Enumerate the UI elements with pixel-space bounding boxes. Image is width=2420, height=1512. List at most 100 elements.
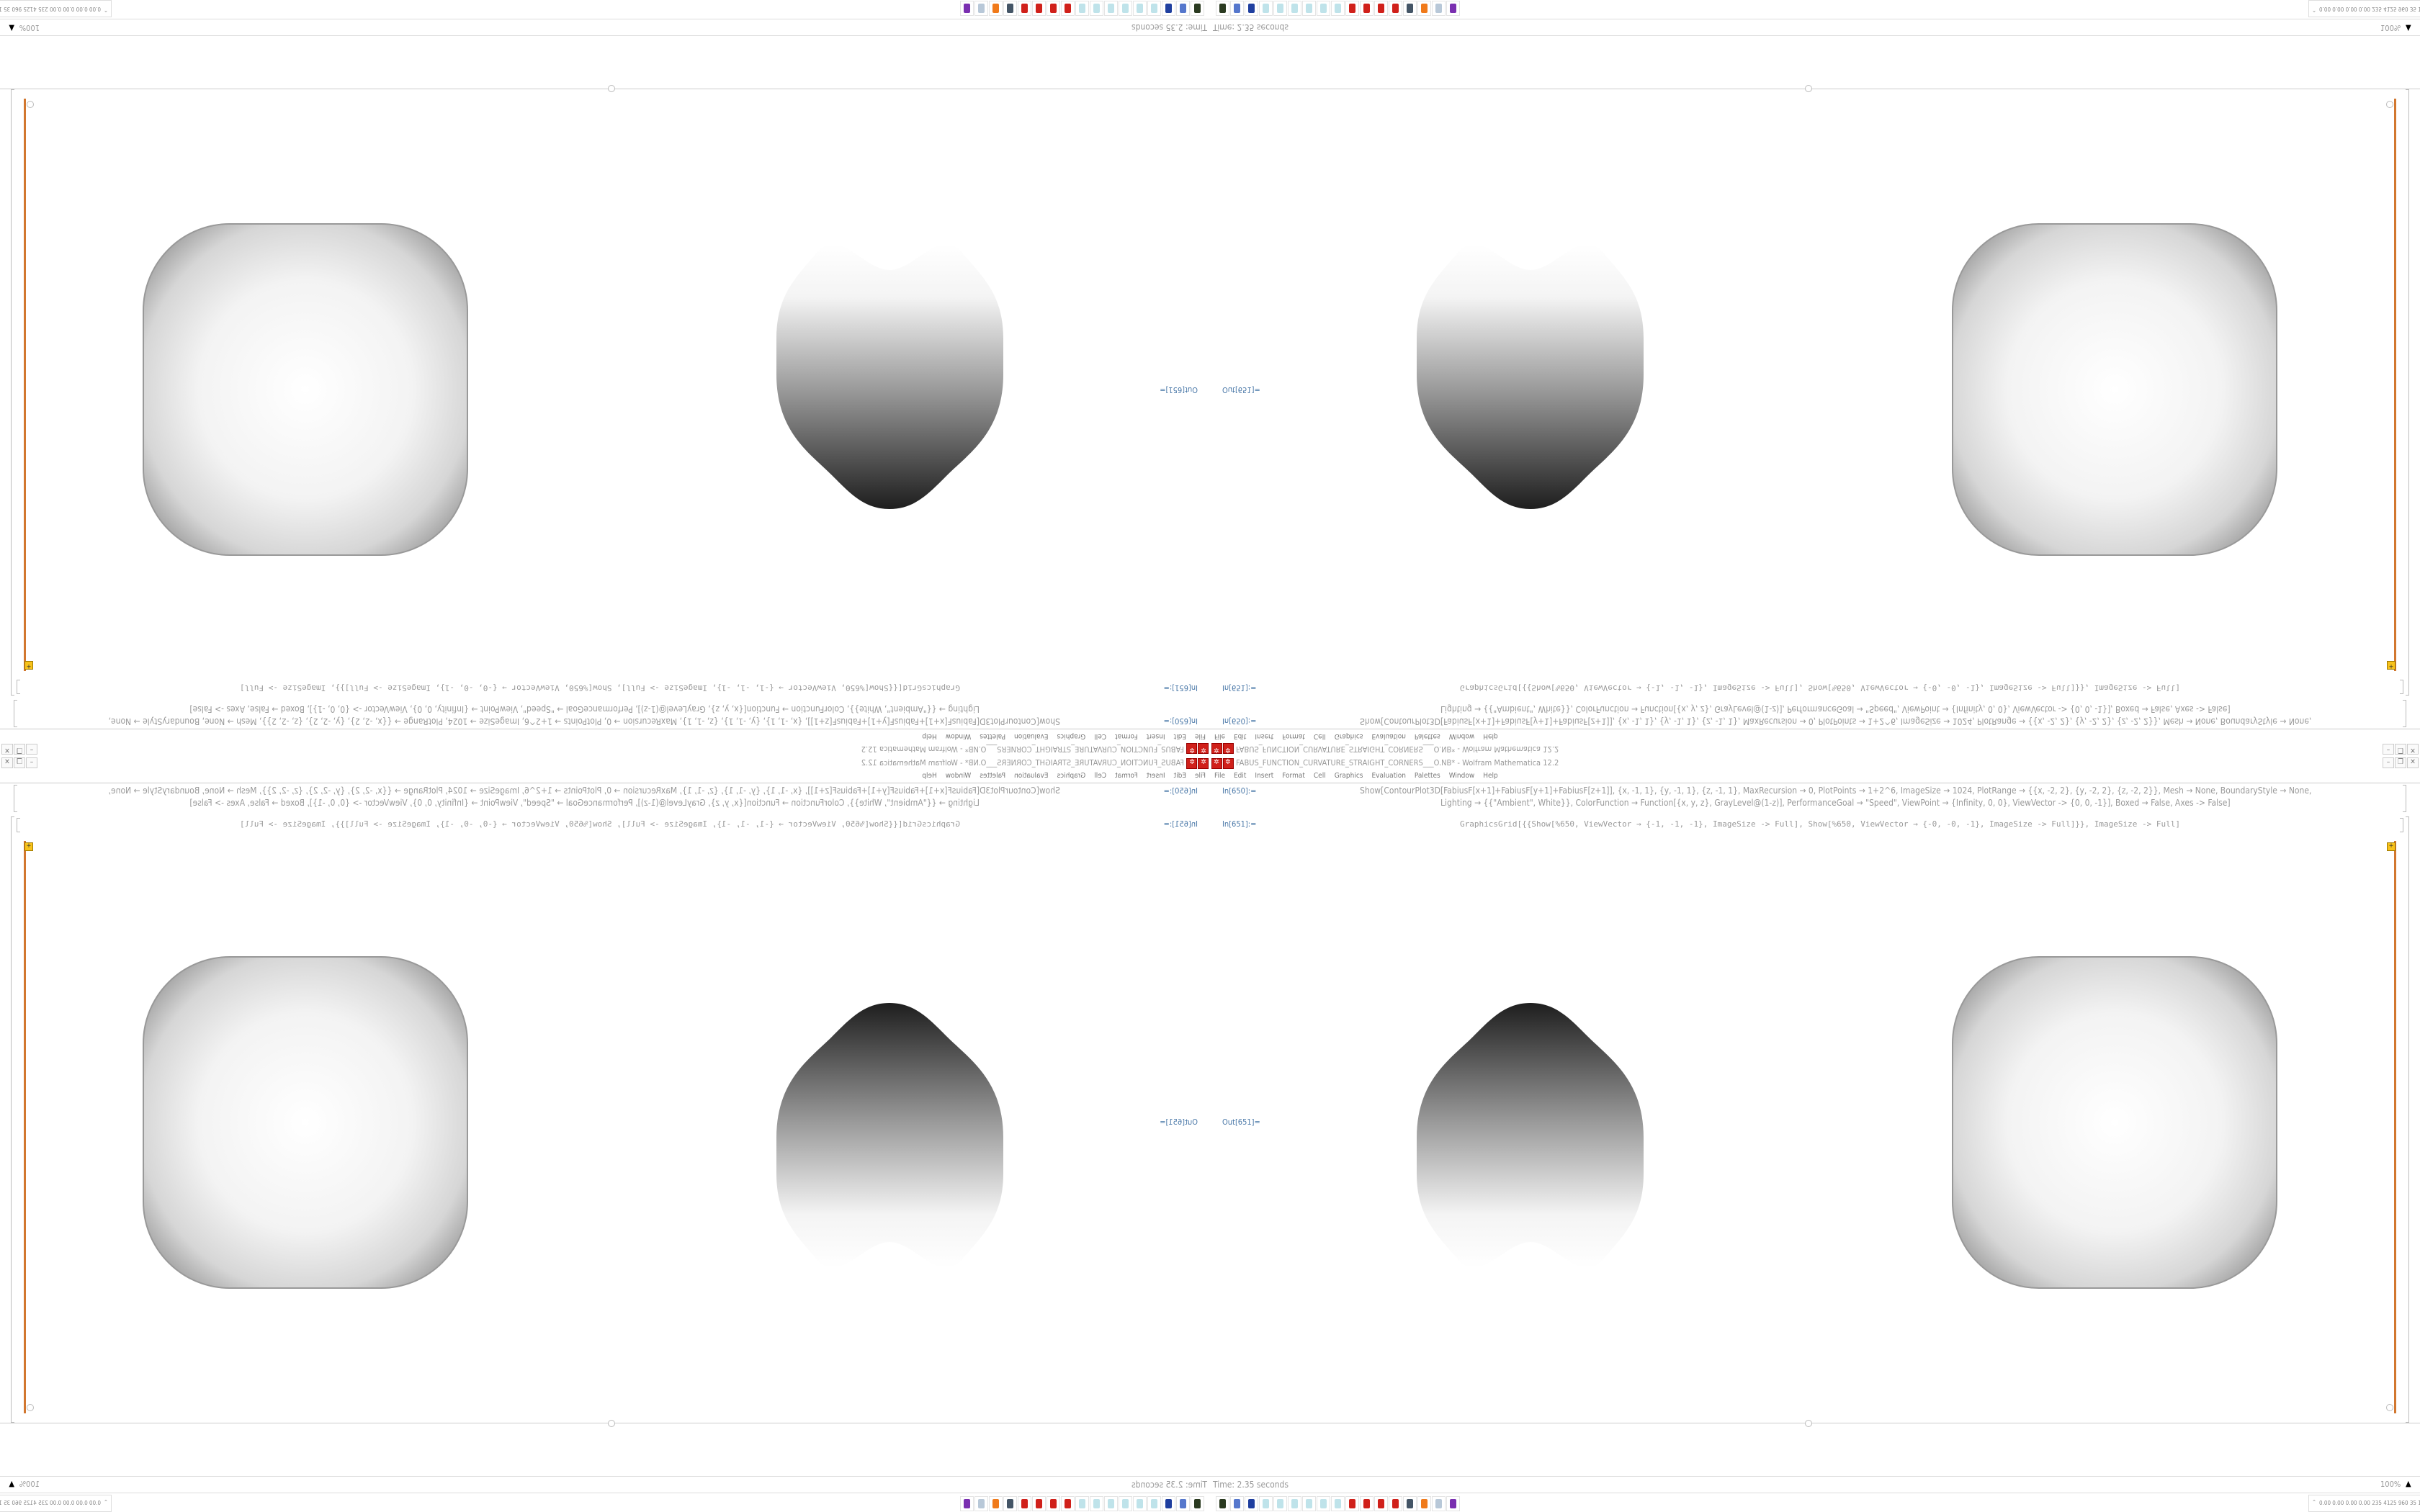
menu-file[interactable]: File xyxy=(1195,732,1206,740)
close-button[interactable]: ✕ xyxy=(2407,757,2419,768)
menu-insert[interactable]: Insert xyxy=(1255,732,1274,740)
scroll-icon[interactable] xyxy=(974,1496,988,1511)
zoom-level[interactable]: 100% xyxy=(19,23,40,32)
menu-cell[interactable]: Cell xyxy=(1313,772,1326,780)
notepad-icon[interactable] xyxy=(1090,1496,1103,1511)
purple-app-icon[interactable] xyxy=(960,1,974,16)
notepad-icon[interactable] xyxy=(1104,1496,1118,1511)
notepad-icon[interactable] xyxy=(1259,1496,1273,1511)
scroll-icon[interactable] xyxy=(1432,1,1446,16)
monitor-icon[interactable] xyxy=(1230,1,1244,16)
menu-palettes[interactable]: Palettes xyxy=(1414,732,1440,740)
mathematica-icon[interactable] xyxy=(1360,1496,1373,1511)
purple-app-icon[interactable] xyxy=(1446,1,1460,16)
menu-graphics[interactable]: Graphics xyxy=(1334,732,1363,740)
input-code-line[interactable]: Show[ContourPlot3D[FabiusF[x+1]+FabiusF[… xyxy=(108,786,1060,796)
minimize-button[interactable]: – xyxy=(26,757,37,768)
input-code-line[interactable]: Show[ContourPlot3D[FabiusF[x+1]+FabiusF[… xyxy=(1360,716,2312,726)
notepad-icon[interactable] xyxy=(1273,1496,1287,1511)
input-code-line[interactable]: Show[ContourPlot3D[FabiusF[x+1]+FabiusF[… xyxy=(108,716,1060,726)
mathematica-icon[interactable] xyxy=(1047,1,1060,16)
output-cell-bracket[interactable] xyxy=(2394,99,2396,671)
floppy-icon[interactable] xyxy=(1162,1496,1175,1511)
output-cell-bracket[interactable] xyxy=(24,841,26,1413)
menu-help[interactable]: Help xyxy=(1483,732,1498,740)
firefox-icon[interactable] xyxy=(989,1,1003,16)
notepad-icon[interactable] xyxy=(1317,1,1330,16)
monitor-icon[interactable] xyxy=(1176,1,1190,16)
menu-window[interactable]: Window xyxy=(1448,732,1475,740)
menu-help[interactable]: Help xyxy=(922,732,937,740)
cell-bracket[interactable] xyxy=(2400,818,2403,832)
mathematica-icon[interactable] xyxy=(1032,1,1046,16)
resize-handle[interactable] xyxy=(27,101,34,108)
notepad-icon[interactable] xyxy=(1075,1496,1089,1511)
expand-tray-icon[interactable]: ⌃ xyxy=(2312,6,2317,13)
network-icon[interactable] xyxy=(1003,1,1017,16)
menu-edit[interactable]: Edit xyxy=(1173,772,1186,780)
cell-bracket[interactable] xyxy=(2403,700,2406,727)
menu-cell[interactable]: Cell xyxy=(1094,732,1107,740)
terminal-icon[interactable] xyxy=(1216,1,1229,16)
minimize-button[interactable]: – xyxy=(2383,744,2394,755)
mathematica-icon[interactable] xyxy=(1374,1,1388,16)
notepad-icon[interactable] xyxy=(1147,1,1161,16)
mathematica-icon[interactable] xyxy=(1374,1496,1388,1511)
graphics-output[interactable] xyxy=(1210,835,2391,1426)
scroll-icon[interactable] xyxy=(974,1,988,16)
menu-format[interactable]: Format xyxy=(1115,772,1138,780)
notepad-icon[interactable] xyxy=(1331,1496,1345,1511)
menu-graphics[interactable]: Graphics xyxy=(1334,772,1363,780)
cell-insertion-point[interactable] xyxy=(608,1420,615,1427)
notepad-icon[interactable] xyxy=(1147,1496,1161,1511)
resize-handle[interactable] xyxy=(2386,101,2393,108)
input-code-line[interactable]: Lighting → {{"Ambient", White}}, ColorFu… xyxy=(189,704,980,714)
menu-cell[interactable]: Cell xyxy=(1094,772,1107,780)
expand-tray-icon[interactable]: ⌃ xyxy=(103,6,108,13)
menu-edit[interactable]: Edit xyxy=(1234,772,1247,780)
notepad-icon[interactable] xyxy=(1331,1,1345,16)
zoom-menu-arrow-icon[interactable]: ▲ xyxy=(2406,1479,2411,1488)
menu-palettes[interactable]: Palettes xyxy=(980,732,1006,740)
scroll-icon[interactable] xyxy=(1432,1496,1446,1511)
purple-app-icon[interactable] xyxy=(1446,1496,1460,1511)
group-bracket[interactable] xyxy=(11,89,14,696)
menu-insert[interactable]: Insert xyxy=(1146,772,1165,780)
notepad-icon[interactable] xyxy=(1259,1,1273,16)
firefox-icon[interactable] xyxy=(1417,1,1431,16)
expand-tray-icon[interactable]: ⌃ xyxy=(2312,1499,2317,1506)
input-code-line[interactable]: Show[ContourPlot3D[FabiusF[x+1]+FabiusF[… xyxy=(1360,786,2312,796)
network-icon[interactable] xyxy=(1003,1496,1017,1511)
restore-button[interactable]: ❐ xyxy=(14,744,25,755)
menu-graphics[interactable]: Graphics xyxy=(1057,772,1086,780)
terminal-icon[interactable] xyxy=(1191,1496,1204,1511)
expand-tray-icon[interactable]: ⌃ xyxy=(103,1499,108,1506)
graphics-output[interactable] xyxy=(29,86,1210,677)
menu-format[interactable]: Format xyxy=(1282,772,1305,780)
notepad-icon[interactable] xyxy=(1302,1,1316,16)
mathematica-icon[interactable] xyxy=(1389,1,1402,16)
menu-help[interactable]: Help xyxy=(1483,772,1498,780)
menu-insert[interactable]: Insert xyxy=(1146,732,1165,740)
zoom-level[interactable]: 100% xyxy=(19,1480,40,1489)
mathematica-icon[interactable] xyxy=(1032,1496,1046,1511)
group-bracket[interactable] xyxy=(2406,89,2409,696)
input-code-line[interactable]: Lighting → {{"Ambient", White}}, ColorFu… xyxy=(189,798,980,808)
expand-plus-icon[interactable]: + xyxy=(2387,842,2396,851)
restore-button[interactable]: ❐ xyxy=(14,757,25,768)
group-bracket[interactable] xyxy=(2406,816,2409,1423)
minimize-button[interactable]: – xyxy=(26,744,37,755)
notepad-icon[interactable] xyxy=(1288,1496,1301,1511)
monitor-icon[interactable] xyxy=(1230,1496,1244,1511)
graphics-output[interactable] xyxy=(1210,86,2391,677)
menu-window[interactable]: Window xyxy=(945,772,972,780)
menu-format[interactable]: Format xyxy=(1282,732,1305,740)
cell-insertion-point[interactable] xyxy=(1805,85,1812,92)
menu-window[interactable]: Window xyxy=(1448,772,1475,780)
input-code-line[interactable]: GraphicsGrid[{{Show[%650, ViewVector → {… xyxy=(239,819,960,829)
menu-edit[interactable]: Edit xyxy=(1234,732,1247,740)
notepad-icon[interactable] xyxy=(1317,1496,1330,1511)
menu-palettes[interactable]: Palettes xyxy=(1414,772,1440,780)
restore-button[interactable]: ❐ xyxy=(2395,757,2406,768)
cell-bracket[interactable] xyxy=(2400,680,2403,694)
